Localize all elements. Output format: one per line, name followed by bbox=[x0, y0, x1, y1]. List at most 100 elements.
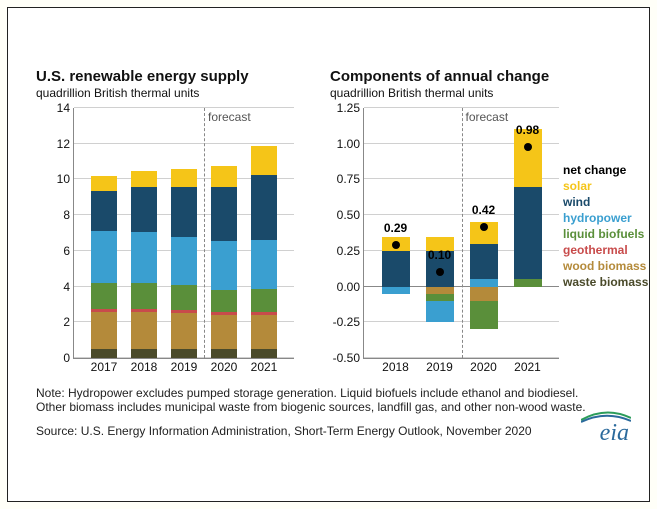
bar-liquid_biofuels bbox=[91, 283, 117, 309]
ytick-label: 8 bbox=[63, 208, 74, 222]
bar-wind bbox=[211, 187, 237, 241]
ytick-label: -0.50 bbox=[333, 351, 364, 365]
xtick-label: 2020 bbox=[211, 358, 238, 374]
ytick-label: -0.25 bbox=[333, 315, 364, 329]
left-subtitle: quadrillion British thermal units bbox=[36, 86, 199, 100]
bar-liquid_biofuels bbox=[171, 285, 197, 310]
bar-hydropower bbox=[382, 287, 410, 294]
bar-solar bbox=[91, 176, 117, 191]
net-change-label: 0.10 bbox=[428, 248, 451, 262]
bar-waste_biomass bbox=[251, 349, 277, 358]
bar-liquid_biofuels bbox=[470, 301, 498, 330]
xtick-label: 2017 bbox=[91, 358, 118, 374]
bar-wind bbox=[251, 175, 277, 240]
left-plot: 02468101214forecast20172018201920202021 bbox=[73, 108, 294, 359]
ytick-label: 0.50 bbox=[337, 208, 364, 222]
right-title: Components of annual change bbox=[330, 68, 549, 85]
bar-hydropower bbox=[211, 241, 237, 290]
bar-hydropower bbox=[470, 279, 498, 286]
bar-wood_biomass bbox=[91, 312, 117, 349]
bar-wind bbox=[514, 187, 542, 280]
bar-hydropower bbox=[251, 240, 277, 289]
ytick-label: 1.00 bbox=[337, 137, 364, 151]
bar-liquid_biofuels bbox=[251, 289, 277, 311]
bar-waste_biomass bbox=[211, 349, 237, 358]
net-change-marker bbox=[480, 223, 488, 231]
xtick-label: 2018 bbox=[382, 358, 409, 374]
ytick-label: 4 bbox=[63, 280, 74, 294]
bar-waste_biomass bbox=[131, 349, 157, 358]
left-title: U.S. renewable energy supply bbox=[36, 68, 249, 85]
bar-wood_biomass bbox=[131, 312, 157, 349]
net-change-label: 0.42 bbox=[472, 203, 495, 217]
bar-hydropower bbox=[91, 231, 117, 283]
bar-solar bbox=[211, 166, 237, 187]
bar-solar bbox=[171, 169, 197, 188]
ytick-label: 0.00 bbox=[337, 280, 364, 294]
ytick-label: 14 bbox=[57, 101, 74, 115]
bar-liquid_biofuels bbox=[514, 279, 542, 286]
bar-geothermal bbox=[91, 309, 117, 313]
bar-waste_biomass bbox=[91, 349, 117, 358]
bar-wind bbox=[382, 251, 410, 287]
chart-container: U.S. renewable energy supply quadrillion… bbox=[7, 7, 650, 502]
bar-hydropower bbox=[131, 232, 157, 283]
net-change-marker bbox=[524, 143, 532, 151]
xtick-label: 2018 bbox=[131, 358, 158, 374]
xtick-label: 2019 bbox=[426, 358, 453, 374]
xtick-label: 2021 bbox=[514, 358, 541, 374]
bar-geothermal bbox=[211, 312, 237, 316]
bar-geothermal bbox=[131, 309, 157, 313]
bar-wood_biomass bbox=[470, 287, 498, 301]
forecast-label: forecast bbox=[466, 110, 509, 124]
bar-hydropower bbox=[426, 301, 454, 322]
bar-solar bbox=[131, 171, 157, 188]
bar-wind bbox=[131, 187, 157, 232]
bar-wood_biomass bbox=[211, 315, 237, 349]
bar-liquid_biofuels bbox=[131, 283, 157, 309]
bar-hydropower bbox=[171, 237, 197, 285]
ytick-label: 6 bbox=[63, 244, 74, 258]
net-change-marker bbox=[392, 241, 400, 249]
source-line: Source: U.S. Energy Information Administ… bbox=[36, 424, 532, 438]
legend-solar: solar bbox=[563, 179, 592, 193]
forecast-label: forecast bbox=[208, 110, 251, 124]
bar-liquid_biofuels bbox=[426, 294, 454, 301]
bar-wind bbox=[91, 191, 117, 231]
ytick-label: 0.75 bbox=[337, 172, 364, 186]
right-plot: -0.50-0.250.000.250.500.751.001.25foreca… bbox=[363, 108, 559, 359]
forecast-divider bbox=[204, 108, 205, 358]
note-line-2: Other biomass includes municipal waste f… bbox=[36, 400, 586, 414]
ytick-label: 0 bbox=[63, 351, 74, 365]
legend-wind: wind bbox=[563, 195, 590, 209]
bar-solar bbox=[514, 129, 542, 186]
ytick-label: 10 bbox=[57, 172, 74, 186]
ytick-label: 12 bbox=[57, 137, 74, 151]
note-line-1: Note: Hydropower excludes pumped storage… bbox=[36, 386, 578, 400]
legend-net_change: net change bbox=[563, 163, 626, 177]
ytick-label: 1.25 bbox=[337, 101, 364, 115]
ytick-label: 0.25 bbox=[337, 244, 364, 258]
net-change-marker bbox=[436, 268, 444, 276]
net-change-label: 0.29 bbox=[384, 221, 407, 235]
bar-geothermal bbox=[251, 312, 277, 316]
xtick-label: 2019 bbox=[171, 358, 198, 374]
bar-waste_biomass bbox=[171, 349, 197, 358]
bar-solar bbox=[251, 146, 277, 175]
net-change-label: 0.98 bbox=[516, 123, 539, 137]
right-subtitle: quadrillion British thermal units bbox=[330, 86, 493, 100]
legend-hydropower: hydropower bbox=[563, 211, 632, 225]
xtick-label: 2021 bbox=[251, 358, 278, 374]
bar-liquid_biofuels bbox=[211, 290, 237, 311]
legend-geothermal: geothermal bbox=[563, 243, 628, 257]
bar-wind bbox=[171, 187, 197, 236]
xtick-label: 2020 bbox=[470, 358, 497, 374]
bar-geothermal bbox=[171, 310, 197, 314]
bar-wind bbox=[470, 244, 498, 280]
legend-liquid_biofuels: liquid biofuels bbox=[563, 227, 644, 241]
bar-wood_biomass bbox=[426, 287, 454, 294]
legend-wood_biomass: wood biomass bbox=[563, 259, 646, 273]
ytick-label: 2 bbox=[63, 315, 74, 329]
forecast-divider bbox=[462, 108, 463, 358]
eia-logo-text: eia bbox=[600, 420, 629, 447]
